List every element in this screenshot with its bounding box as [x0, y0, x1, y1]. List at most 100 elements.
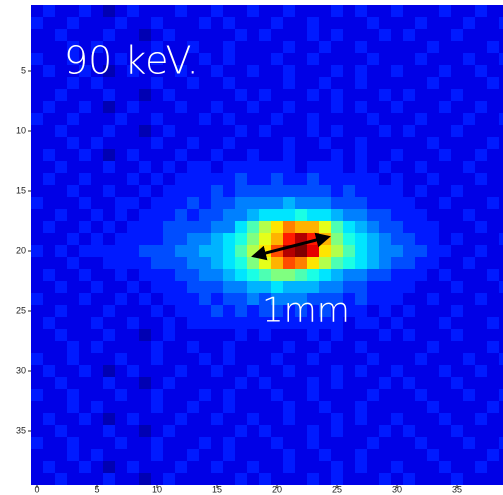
cell	[91, 125, 103, 137]
cell	[319, 197, 331, 209]
cell	[211, 389, 223, 401]
cell	[271, 269, 283, 281]
cell	[55, 437, 67, 449]
cell	[55, 209, 67, 221]
cell	[115, 413, 127, 425]
cell	[343, 29, 355, 41]
cell	[187, 317, 199, 329]
cell	[127, 461, 139, 473]
cell	[115, 89, 127, 101]
cell	[415, 113, 427, 125]
cell	[355, 473, 367, 485]
cell	[355, 437, 367, 449]
cell	[79, 473, 91, 485]
cell	[463, 437, 475, 449]
cell	[115, 149, 127, 161]
cell	[55, 5, 67, 17]
cell	[331, 89, 343, 101]
cell	[475, 245, 487, 257]
cell	[127, 281, 139, 293]
cell	[379, 65, 391, 77]
cell	[139, 161, 151, 173]
cell	[115, 125, 127, 137]
cell	[355, 125, 367, 137]
cell	[223, 341, 235, 353]
cell	[403, 377, 415, 389]
cell	[355, 377, 367, 389]
cell	[211, 17, 223, 29]
cell	[451, 197, 463, 209]
cell	[271, 161, 283, 173]
cell	[367, 425, 379, 437]
cell	[247, 317, 259, 329]
cell	[451, 101, 463, 113]
cell	[127, 317, 139, 329]
cell	[343, 329, 355, 341]
cell	[211, 329, 223, 341]
cell	[31, 29, 43, 41]
cell	[187, 161, 199, 173]
cell	[403, 473, 415, 485]
cell	[439, 161, 451, 173]
cell	[91, 281, 103, 293]
cell	[79, 17, 91, 29]
cell	[175, 101, 187, 113]
cell	[223, 473, 235, 485]
cell	[151, 437, 163, 449]
cell	[343, 161, 355, 173]
cell	[187, 293, 199, 305]
cell	[439, 77, 451, 89]
cell	[415, 125, 427, 137]
cell	[247, 257, 259, 269]
cell	[31, 365, 43, 377]
cell	[367, 77, 379, 89]
cell	[175, 221, 187, 233]
cell	[139, 17, 151, 29]
cell	[103, 233, 115, 245]
cell	[367, 257, 379, 269]
cell	[451, 77, 463, 89]
cell	[259, 41, 271, 53]
cell	[283, 17, 295, 29]
cell	[487, 317, 499, 329]
cell	[67, 317, 79, 329]
cell	[319, 437, 331, 449]
cell	[343, 113, 355, 125]
cell	[475, 353, 487, 365]
cell	[367, 233, 379, 245]
cell	[163, 113, 175, 125]
cell	[415, 41, 427, 53]
cell	[295, 413, 307, 425]
cell	[199, 389, 211, 401]
cell	[463, 185, 475, 197]
cell	[187, 257, 199, 269]
cell	[199, 305, 211, 317]
cell	[43, 197, 55, 209]
cell	[319, 353, 331, 365]
cell	[163, 401, 175, 413]
cell	[127, 413, 139, 425]
cell	[127, 185, 139, 197]
cell	[499, 77, 503, 89]
cell	[91, 197, 103, 209]
cell	[307, 449, 319, 461]
cell	[103, 401, 115, 413]
cell	[211, 245, 223, 257]
cell	[439, 197, 451, 209]
cell	[403, 89, 415, 101]
cell	[79, 365, 91, 377]
cell	[115, 209, 127, 221]
cell	[463, 149, 475, 161]
cell	[487, 341, 499, 353]
cell	[367, 113, 379, 125]
cell	[451, 53, 463, 65]
cell	[283, 461, 295, 473]
cell	[151, 449, 163, 461]
cell	[331, 209, 343, 221]
cell	[31, 101, 43, 113]
cell	[79, 269, 91, 281]
cell	[235, 365, 247, 377]
cell	[451, 221, 463, 233]
cell	[307, 341, 319, 353]
cell	[451, 401, 463, 413]
